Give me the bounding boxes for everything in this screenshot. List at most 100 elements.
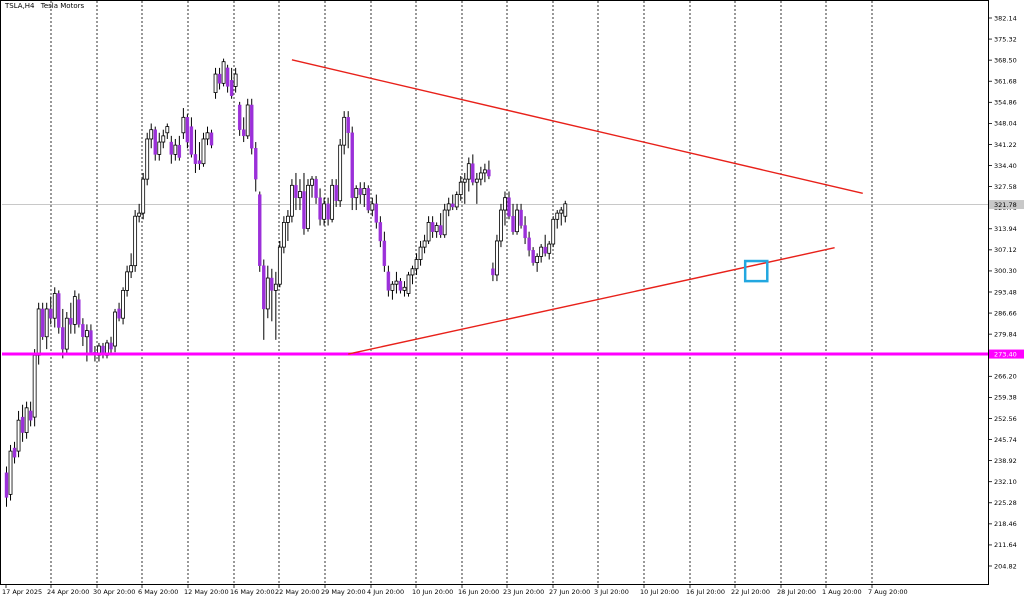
y-tick-label: 313.94 bbox=[994, 225, 1017, 233]
y-tick-label: 232.10 bbox=[994, 478, 1017, 486]
candle bbox=[121, 287, 125, 325]
x-tick-label: 1 Aug 20:00 bbox=[822, 588, 862, 596]
candle bbox=[402, 281, 407, 297]
price-axis: 382.14 375.32 368.50 361.68 354.86 348.04 341.… bbox=[988, 14, 1024, 570]
candle bbox=[149, 123, 154, 149]
candle bbox=[262, 259, 266, 340]
candle bbox=[563, 200, 568, 223]
candle bbox=[306, 179, 310, 232]
candle bbox=[241, 117, 246, 143]
y-tick-label: 341.22 bbox=[994, 141, 1017, 149]
candle-body bbox=[137, 212, 142, 217]
candle bbox=[446, 197, 451, 217]
candle bbox=[390, 281, 395, 300]
candle-body bbox=[358, 188, 362, 195]
x-tick-label: 3 Jul 20:00 bbox=[594, 588, 629, 596]
candle-body bbox=[478, 172, 483, 180]
candle bbox=[185, 114, 190, 149]
candle bbox=[474, 172, 479, 204]
candle-body bbox=[225, 67, 230, 87]
y-tick-label: 225.28 bbox=[994, 499, 1017, 507]
marker-box bbox=[743, 259, 769, 283]
x-tick-label: 16 May 20:00 bbox=[230, 588, 275, 596]
candle-body bbox=[49, 308, 53, 319]
candle-body bbox=[334, 185, 338, 201]
candle-body bbox=[374, 203, 379, 223]
candle-body bbox=[121, 289, 125, 319]
candle bbox=[346, 111, 350, 149]
candle-body bbox=[398, 280, 403, 291]
candle-body bbox=[318, 197, 322, 220]
x-tick-label: 23 Jun 20:00 bbox=[503, 588, 544, 596]
candle-body bbox=[173, 144, 178, 155]
candle-body bbox=[265, 277, 270, 310]
candle-body bbox=[531, 250, 535, 263]
candle-body bbox=[181, 116, 186, 134]
y-tick-label: 300.30 bbox=[994, 267, 1017, 275]
candle-body bbox=[302, 191, 306, 229]
candle bbox=[57, 290, 61, 334]
candle-body bbox=[523, 225, 527, 239]
candle bbox=[507, 191, 511, 220]
candle bbox=[28, 401, 33, 427]
instrument-name: Tesla Motors bbox=[40, 2, 85, 10]
candle bbox=[145, 132, 150, 186]
x-tick-label: 16 Jul 20:00 bbox=[686, 588, 725, 596]
candle-body bbox=[241, 129, 246, 137]
candle bbox=[169, 135, 174, 164]
candle bbox=[285, 210, 290, 241]
candle bbox=[302, 172, 306, 235]
candle bbox=[157, 132, 162, 161]
candle bbox=[137, 203, 142, 223]
candle-body bbox=[258, 194, 262, 266]
x-tick-label: 24 Apr 20:00 bbox=[47, 588, 89, 596]
candle-body bbox=[491, 268, 495, 276]
candle bbox=[515, 203, 519, 235]
candle bbox=[273, 271, 278, 340]
candle bbox=[322, 197, 326, 226]
vertical-grid bbox=[50, 1, 873, 584]
candle-body bbox=[233, 73, 238, 87]
candle bbox=[12, 441, 17, 464]
candle bbox=[77, 293, 81, 328]
candle-body bbox=[430, 222, 435, 232]
candle-body bbox=[499, 209, 503, 242]
x-tick-label: 30 Apr 20:00 bbox=[93, 588, 135, 596]
candle-body bbox=[201, 138, 206, 165]
candle-body bbox=[117, 308, 121, 319]
candle bbox=[229, 67, 234, 99]
candle-body bbox=[535, 255, 540, 263]
candle bbox=[418, 240, 423, 266]
candle bbox=[44, 302, 49, 350]
candle-body bbox=[40, 308, 45, 337]
candle-body bbox=[113, 311, 117, 347]
candle-body bbox=[330, 184, 335, 220]
candle-body bbox=[8, 450, 13, 495]
x-tick-label: 22 May 20:00 bbox=[275, 588, 320, 596]
candle bbox=[523, 216, 527, 245]
candle bbox=[254, 142, 258, 192]
x-tick-label: 12 May 20:00 bbox=[184, 588, 229, 596]
candle-body bbox=[294, 185, 298, 198]
candle-body bbox=[402, 286, 407, 291]
candle bbox=[451, 194, 455, 211]
candle-body bbox=[306, 184, 310, 229]
candle bbox=[547, 240, 552, 260]
candle bbox=[290, 179, 294, 223]
x-tick-label: 29 May 20:00 bbox=[321, 588, 366, 596]
candle bbox=[374, 194, 379, 229]
candle-body bbox=[221, 61, 226, 84]
x-tick-label: 28 Jul 20:00 bbox=[777, 588, 816, 596]
trendline-lower-support bbox=[348, 247, 835, 355]
candle-body bbox=[487, 169, 491, 177]
candle bbox=[362, 182, 367, 207]
candle bbox=[161, 129, 166, 149]
candle bbox=[201, 132, 206, 167]
candle bbox=[165, 123, 170, 139]
candle bbox=[499, 203, 503, 248]
support-price-label: 273.40 bbox=[994, 350, 1017, 358]
candle-body bbox=[16, 419, 21, 452]
candle bbox=[422, 234, 427, 254]
candle bbox=[318, 188, 322, 226]
